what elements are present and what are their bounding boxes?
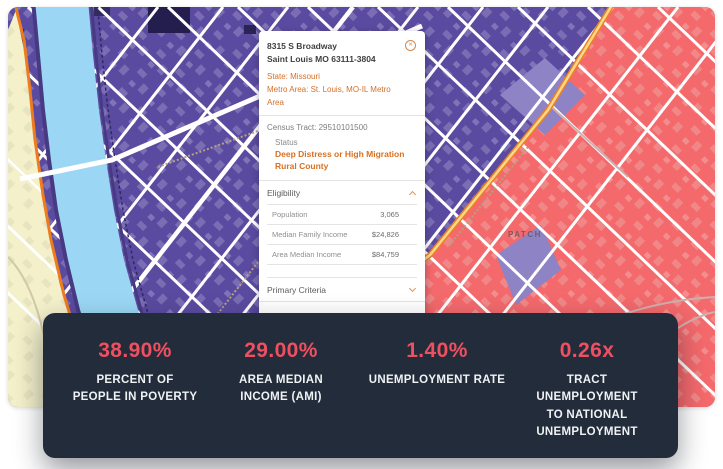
divider bbox=[267, 223, 417, 225]
stat-percent-in-poverty: 38.90% PERCENT OF PEOPLE IN POVERTY bbox=[57, 339, 213, 407]
close-icon[interactable] bbox=[405, 40, 416, 51]
divider bbox=[259, 300, 425, 302]
neighborhood-label: PATCH bbox=[508, 230, 542, 239]
stat-unemployment-rate: 1.40% UNEMPLOYMENT RATE bbox=[355, 339, 519, 389]
status-label: Status bbox=[275, 138, 298, 148]
divider bbox=[267, 263, 417, 265]
divider bbox=[259, 179, 425, 181]
popup-state-line: State: Missouri bbox=[267, 71, 320, 81]
stat-tract-to-national-unemployment: 0.26x TRACT UNEMPLOYMENT TO NATIONAL UNE… bbox=[530, 339, 644, 441]
stats-bar: 38.90% PERCENT OF PEOPLE IN POVERTY 29.0… bbox=[43, 313, 678, 458]
tract-info-popup: 8315 S Broadway Saint Louis MO 63111-380… bbox=[259, 31, 425, 345]
stat-label: UNEMPLOYMENT RATE bbox=[368, 374, 506, 386]
eligibility-section-header[interactable]: Eligibility bbox=[259, 181, 425, 204]
eligibility-row-population: Population 3,065 bbox=[259, 205, 425, 224]
stat-value: 1.40% bbox=[406, 339, 468, 362]
divider bbox=[267, 243, 417, 245]
divider bbox=[267, 203, 417, 205]
divider bbox=[259, 115, 425, 117]
divider bbox=[267, 276, 417, 278]
eligibility-row-median-family-income: Median Family Income $24,826 bbox=[259, 225, 425, 244]
street-label-texture bbox=[157, 46, 529, 353]
popup-address-line1: 8315 S Broadway bbox=[267, 41, 337, 51]
eligibility-title: Eligibility bbox=[267, 187, 301, 198]
row-value: 3,065 bbox=[380, 209, 399, 219]
row-value: $84,759 bbox=[371, 249, 399, 259]
chevron-up-icon bbox=[408, 190, 417, 198]
stat-label: PERCENT OF PEOPLE IN POVERTY bbox=[72, 374, 198, 404]
park-block bbox=[496, 225, 561, 305]
row-value: $24,826 bbox=[371, 229, 399, 239]
building bbox=[244, 25, 256, 34]
stat-label: TRACT UNEMPLOYMENT TO NATIONAL UNEMPLOYM… bbox=[536, 374, 638, 438]
eligibility-row-area-median-income: Area Median Income $84,759 bbox=[259, 245, 425, 264]
stat-value: 29.00% bbox=[244, 339, 318, 362]
stat-label: AREA MEDIAN INCOME (AMI) bbox=[238, 374, 323, 404]
row-label: Population bbox=[272, 209, 308, 219]
popup-header: 8315 S Broadway Saint Louis MO 63111-380… bbox=[259, 31, 425, 115]
stat-area-median-income: 29.00% AREA MEDIAN INCOME (AMI) bbox=[219, 339, 343, 407]
status-value: Deep Distress or High Migration Rural Co… bbox=[275, 149, 405, 172]
popup-address-line2: Saint Louis MO 63111-3804 bbox=[267, 53, 376, 64]
stat-value: 0.26x bbox=[559, 339, 615, 362]
stat-value: 38.90% bbox=[98, 339, 172, 362]
primary-criteria-title: Primary Criteria bbox=[267, 284, 327, 295]
row-label: Median Family Income bbox=[272, 229, 348, 239]
popup-metro-line: Metro Area: St. Louis, MO-IL Metro Area bbox=[267, 84, 391, 107]
chevron-down-icon bbox=[408, 284, 417, 292]
census-tract-line: Census Tract: 29510101500 bbox=[267, 123, 368, 133]
row-label: Area Median Income bbox=[272, 249, 342, 259]
popup-tract-block: Census Tract: 29510101500 Status Deep Di… bbox=[259, 116, 425, 180]
primary-criteria-section-header[interactable]: Primary Criteria bbox=[259, 278, 425, 301]
